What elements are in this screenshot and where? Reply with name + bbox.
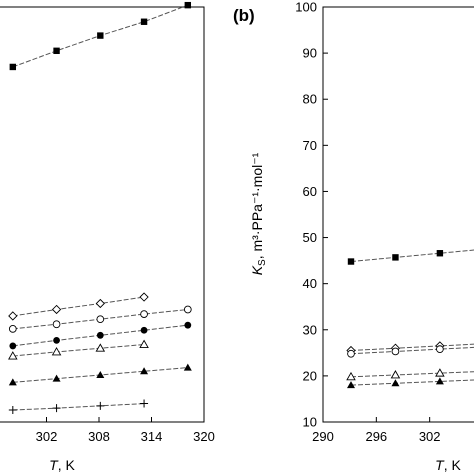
panel-a: 302 308 314 320 T, K bbox=[0, 1, 215, 473]
panel-a-filled-square-point bbox=[97, 32, 104, 39]
panel-b-open-diamond-line bbox=[350, 343, 474, 352]
panel-a-filled-circle-point bbox=[184, 321, 192, 329]
panel-b-series bbox=[346, 249, 474, 389]
panel-a-open-circle-point bbox=[8, 325, 17, 333]
panel-a-open-triangle-line bbox=[12, 344, 145, 357]
panel-b-x-title: T, K bbox=[435, 457, 461, 473]
panel-b-y-title-unit: , m³·PPa⁻¹·mol⁻¹ bbox=[249, 152, 265, 259]
panel-a-open-circle-point bbox=[140, 310, 148, 318]
panel-b-filled-square-point bbox=[392, 254, 399, 261]
panel-a-filled-square-point bbox=[53, 47, 60, 55]
panel-b-open-circle-point bbox=[391, 347, 400, 356]
panel-b-y-tick-label: 30 bbox=[303, 322, 317, 337]
panel-a-series bbox=[8, 1, 192, 415]
panel-a-open-triangle-point bbox=[8, 351, 18, 360]
panel-b-filled-square-point bbox=[436, 250, 444, 257]
panel-b-y-title: KS, m³·PPa⁻¹·mol⁻¹ bbox=[249, 152, 268, 275]
panel-b-x-tick-label: 296 bbox=[365, 429, 387, 444]
panel-a-x-ticks: 302 308 314 320 bbox=[36, 417, 215, 444]
panel-b-open-triangle-point bbox=[435, 368, 445, 377]
panel-a-open-diamond-point bbox=[8, 311, 18, 321]
panel-a-plus-point bbox=[8, 406, 17, 415]
panel-a-x-title-variable: T bbox=[49, 457, 59, 473]
panel-b-y-ticks: 10 20 30 40 50 60 70 80 90 100 bbox=[295, 0, 328, 430]
panel-a-filled-circle-point bbox=[140, 326, 148, 334]
panel-b-y-tick-label: 90 bbox=[303, 46, 317, 61]
panel-a-filled-square-point bbox=[184, 1, 192, 9]
panel-b-filled-triangle-line bbox=[350, 379, 474, 386]
panel-b-open-triangle-line bbox=[350, 371, 474, 378]
panel-a-x-title-unit: , K bbox=[58, 457, 76, 473]
panel-b-y-tick-label: 100 bbox=[295, 0, 317, 15]
panel-b-open-triangle-point bbox=[346, 371, 356, 381]
panel-a-filled-triangle-point bbox=[8, 378, 17, 386]
panel-a-open-diamond-point bbox=[51, 304, 62, 315]
panel-b-y-tick-label: 80 bbox=[303, 92, 317, 107]
panel-a-x-title: T, K bbox=[49, 457, 75, 473]
panel-a-open-circle-point bbox=[183, 305, 192, 314]
panel-a-plus-line bbox=[12, 403, 145, 411]
panel-a-filled-square-point bbox=[9, 63, 17, 71]
panel-b-x-tick-label: 302 bbox=[419, 429, 441, 444]
panel-b-y-title-variable: K bbox=[249, 265, 265, 275]
panel-b-frame bbox=[322, 6, 474, 423]
panel-b-y-tick-label: 70 bbox=[303, 138, 317, 153]
panel-b-x-ticks: 2902963023 bbox=[312, 417, 441, 444]
panel-b-y-tick-label: 50 bbox=[303, 230, 317, 245]
panel-a-x-tick-label: 308 bbox=[88, 429, 110, 444]
panel-a-filled-triangle-point bbox=[96, 370, 105, 378]
panel-b-open-triangle-point bbox=[390, 370, 401, 379]
panel-a-open-diamond-point bbox=[95, 298, 105, 309]
panel-a-plus-point bbox=[140, 399, 149, 408]
panel-b-y-tick-label: 60 bbox=[303, 184, 317, 199]
panel-b-open-circle-point bbox=[347, 349, 355, 358]
panel-a-frame bbox=[0, 6, 205, 423]
panel-b-open-circle-line bbox=[350, 346, 474, 355]
panel-b-filled-square-line bbox=[350, 249, 474, 263]
panel-b-y-tick-label: 40 bbox=[303, 276, 317, 291]
panel-b-x-title-unit: , K bbox=[444, 457, 462, 473]
panel-a-plus-point bbox=[96, 401, 105, 410]
panel-a-open-diamond-line bbox=[12, 296, 145, 317]
panel-b-x-title-variable: T bbox=[435, 457, 445, 473]
panel-b-tag: (b) bbox=[233, 6, 255, 25]
panel-a-x-tick-label: 320 bbox=[193, 429, 215, 444]
panel-a-open-triangle-point bbox=[51, 347, 62, 356]
panel-a-x-tick-label: 314 bbox=[141, 429, 163, 444]
panel-a-filled-circle-point bbox=[9, 342, 17, 350]
panel-a-filled-triangle-point bbox=[52, 374, 61, 382]
panel-a-filled-triangle-point bbox=[183, 363, 192, 371]
panel-a-open-triangle-point bbox=[95, 343, 106, 352]
panel-a-open-circle-point bbox=[52, 320, 61, 329]
panel-a-filled-triangle-point bbox=[140, 367, 149, 375]
panel-b-y-tick-label: 10 bbox=[303, 415, 317, 430]
panel-b-filled-triangle-point bbox=[435, 377, 444, 385]
panel-b-y-title-subscript: S bbox=[257, 259, 268, 266]
panel-a-plus-point bbox=[52, 404, 61, 413]
panel-a-filled-circle-point bbox=[96, 331, 104, 339]
panel-b-filled-triangle-point bbox=[347, 381, 355, 389]
panel-b-y-tick-label: 20 bbox=[303, 368, 317, 383]
panel-a-x-tick-label: 302 bbox=[36, 429, 58, 444]
panel-a-open-triangle-point bbox=[139, 339, 149, 348]
panel-b-x-tick-label: 290 bbox=[312, 429, 334, 444]
panel-b-filled-square-point bbox=[347, 258, 355, 265]
panel-a-open-circle-point bbox=[96, 315, 105, 324]
panel-b-filled-triangle-point bbox=[391, 379, 400, 387]
panel-a-open-diamond-point bbox=[139, 292, 149, 302]
panel-a-filled-circle-point bbox=[53, 336, 60, 344]
panel-b-open-circle-point bbox=[436, 345, 444, 353]
panel-a-filled-square-point bbox=[140, 18, 148, 25]
